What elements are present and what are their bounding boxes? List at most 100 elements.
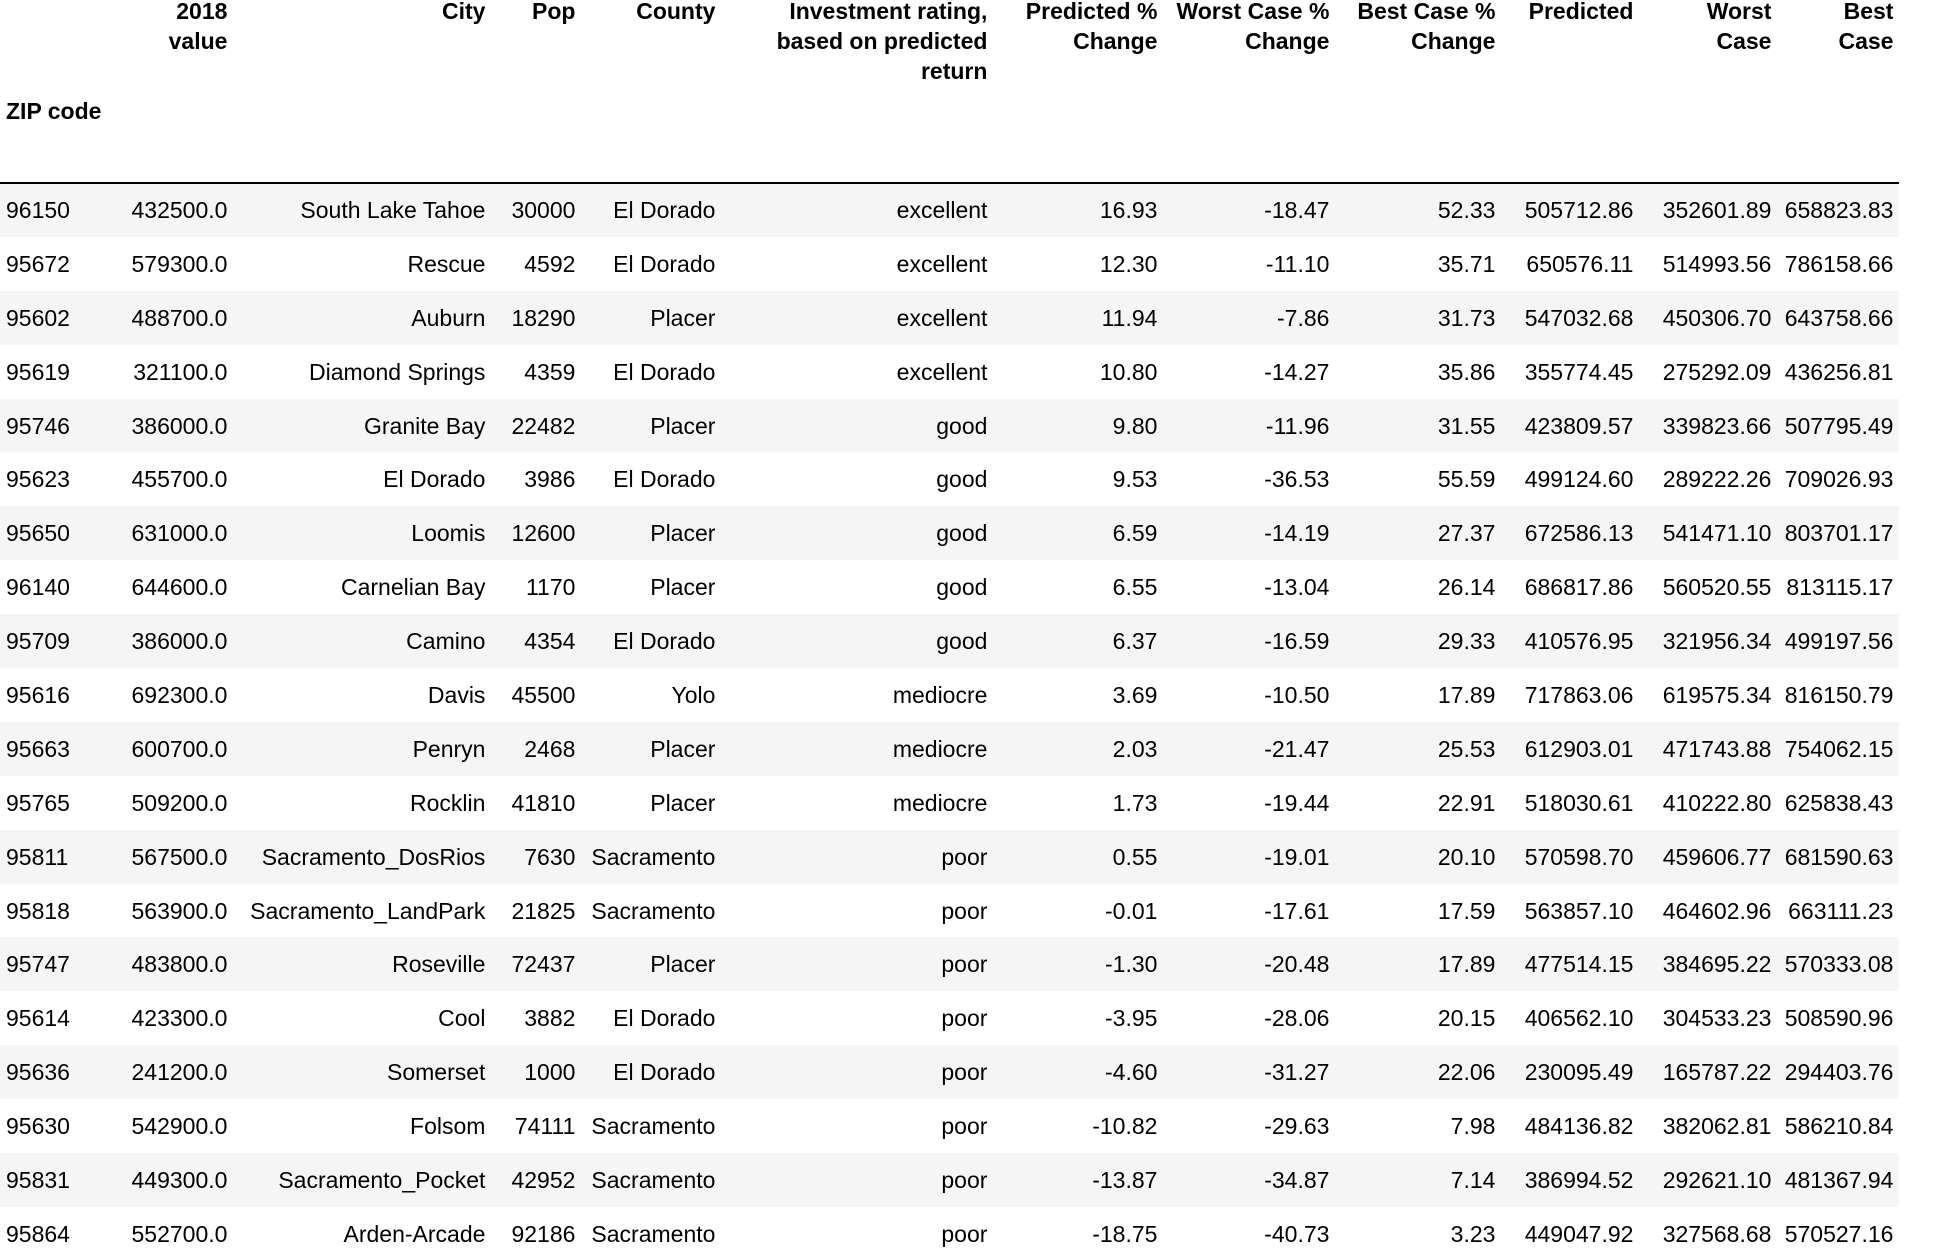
table-cell: 612903.01	[1524, 735, 1634, 762]
table-cell: 382062.81	[1662, 1113, 1772, 1140]
table-cell: 4359	[524, 358, 576, 385]
table-cell: 481367.94	[1784, 1166, 1894, 1193]
table-cell: good	[936, 574, 988, 601]
row-index-zip: 95602	[6, 304, 70, 331]
table-cell: 11.94	[1101, 304, 1158, 331]
index-name: ZIP code	[0, 96, 108, 184]
table-cell: Rescue	[407, 250, 486, 277]
table-cell: Sacramento_LandPark	[250, 897, 486, 924]
table-cell: 35.71	[1437, 250, 1496, 277]
table-cell: -11.10	[1265, 250, 1330, 277]
index-header-spacer	[581, 96, 722, 184]
table-cell: -14.27	[1264, 358, 1330, 385]
table-cell: 410576.95	[1524, 628, 1634, 655]
table-row: 95818 563900.0 Sacramento_LandPark 21825 Sac…	[0, 883, 1900, 938]
table-row: 95765 509200.0 Rocklin 41810 Placer mediocre 1…	[0, 775, 1900, 830]
row-index-zip: 95747	[6, 951, 70, 978]
table-cell: 2.03	[1112, 735, 1158, 762]
index-header-spacer	[491, 96, 582, 184]
table-cell: Placer	[650, 951, 716, 978]
table-cell: 20.15	[1437, 1005, 1496, 1032]
table-cell: excellent	[896, 304, 988, 331]
table-cell: El Dorado	[613, 358, 716, 385]
table-cell: 477514.15	[1524, 951, 1634, 978]
table-cell: 563857.10	[1524, 897, 1634, 924]
row-index-zip: 95630	[6, 1113, 70, 1140]
table-cell: 754062.15	[1784, 735, 1894, 762]
column-header-label: Worst Case % Change	[1176, 0, 1330, 54]
table-cell: 72437	[511, 951, 576, 978]
index-header-spacer	[993, 96, 1164, 184]
table-cell: 3.23	[1450, 1220, 1496, 1247]
table-row: 95614 423300.0 Cool 3882 El Dorado poor -3.95 -…	[0, 991, 1900, 1046]
table-cell: 22482	[511, 412, 576, 439]
table-cell: El Dorado	[613, 250, 716, 277]
column-header-label: Best Case	[1838, 0, 1894, 54]
table-cell: 9.80	[1112, 412, 1158, 439]
table-cell: 2468	[524, 735, 576, 762]
table-cell: 386994.52	[1524, 1166, 1634, 1193]
table-cell: 464602.96	[1662, 897, 1772, 924]
table-cell: 803701.17	[1784, 520, 1894, 547]
table-cell: 432500.0	[131, 197, 228, 224]
column-header: Investment rating, based on predicted re…	[721, 0, 993, 96]
table-cell: 423300.0	[131, 1005, 228, 1032]
table-cell: 35.86	[1437, 358, 1496, 385]
table-cell: -21.47	[1264, 735, 1330, 762]
table-cell: -17.61	[1264, 897, 1330, 924]
table-cell: -0.01	[1105, 897, 1158, 924]
table-cell: Placer	[650, 735, 716, 762]
row-index-zip: 95623	[6, 466, 70, 493]
table-cell: -7.86	[1277, 304, 1330, 331]
row-index-zip: 95709	[6, 628, 70, 655]
table-cell: 321100.0	[133, 358, 228, 385]
index-header-row: ZIP code	[0, 96, 1900, 184]
table-cell: Sacramento_Pocket	[278, 1166, 486, 1193]
table-cell: 449047.92	[1524, 1220, 1634, 1247]
table-cell: -40.73	[1264, 1220, 1330, 1247]
table-cell: 4354	[524, 628, 576, 655]
table-cell: -1.30	[1105, 951, 1158, 978]
table-cell: 518030.61	[1524, 789, 1634, 816]
table-body: 96150 432500.0 South Lake Tahoe 30000 El Dor…	[0, 183, 1900, 1254]
column-header: Worst Case	[1639, 0, 1777, 96]
table-cell: excellent	[896, 197, 988, 224]
table-cell: 10.80	[1099, 358, 1158, 385]
table-cell: 6.37	[1112, 628, 1158, 655]
row-index-zip: 95663	[6, 735, 70, 762]
table-cell: 27.37	[1437, 520, 1496, 547]
table-row: 95623 455700.0 El Dorado 3986 El Dorado good 9…	[0, 452, 1900, 507]
table-cell: 1000	[524, 1059, 576, 1086]
table-cell: poor	[941, 1059, 988, 1086]
table-cell: Sacramento	[591, 843, 716, 870]
table-cell: 7.14	[1450, 1166, 1496, 1193]
table-cell: Sacramento_DosRios	[261, 843, 486, 870]
row-index-zip: 96150	[6, 197, 70, 224]
table-cell: poor	[941, 1005, 988, 1032]
table-cell: 560520.55	[1662, 574, 1772, 601]
row-index-zip: 95818	[6, 897, 70, 924]
table-cell: Carnelian Bay	[340, 574, 486, 601]
table-cell: 9.53	[1112, 466, 1158, 493]
column-header-label: Best Case % Change	[1357, 0, 1496, 54]
table-cell: Yolo	[671, 681, 716, 708]
table-cell: 241200.0	[131, 1059, 228, 1086]
table-cell: mediocre	[892, 735, 988, 762]
table-cell: 567500.0	[131, 843, 228, 870]
table-cell: 12.30	[1099, 250, 1158, 277]
table-row: 95811 567500.0 Sacramento_DosRios 7630 Sacra…	[0, 829, 1900, 884]
table-cell: 514993.56	[1662, 250, 1772, 277]
table-cell: 386000.0	[131, 628, 228, 655]
table-cell: 386000.0	[131, 412, 228, 439]
row-index-zip: 95864	[6, 1220, 70, 1247]
table-row: 95636 241200.0 Somerset 1000 El Dorado poor -4…	[0, 1045, 1900, 1100]
table-cell: 483800.0	[131, 951, 228, 978]
table-cell: 55.59	[1437, 466, 1496, 493]
column-header-label: Predicted	[1528, 0, 1634, 24]
table-row: 95619 321100.0 Diamond Springs 4359 El Dorad…	[0, 344, 1900, 399]
row-index-zip: 95765	[6, 789, 70, 816]
index-header-spacer	[1335, 96, 1502, 184]
table-cell: 625838.43	[1784, 789, 1894, 816]
table-cell: 289222.26	[1662, 466, 1772, 493]
table-cell: 1170	[525, 574, 576, 601]
